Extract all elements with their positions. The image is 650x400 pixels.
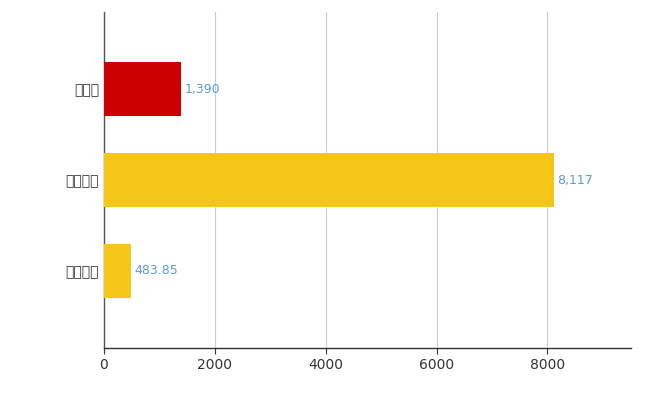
Bar bbox=[104, 62, 181, 116]
Bar bbox=[104, 153, 554, 207]
Text: 8,117: 8,117 bbox=[557, 174, 593, 186]
Text: 483.85: 483.85 bbox=[134, 264, 178, 277]
Bar bbox=[104, 244, 131, 298]
Text: 1,390: 1,390 bbox=[185, 83, 220, 96]
